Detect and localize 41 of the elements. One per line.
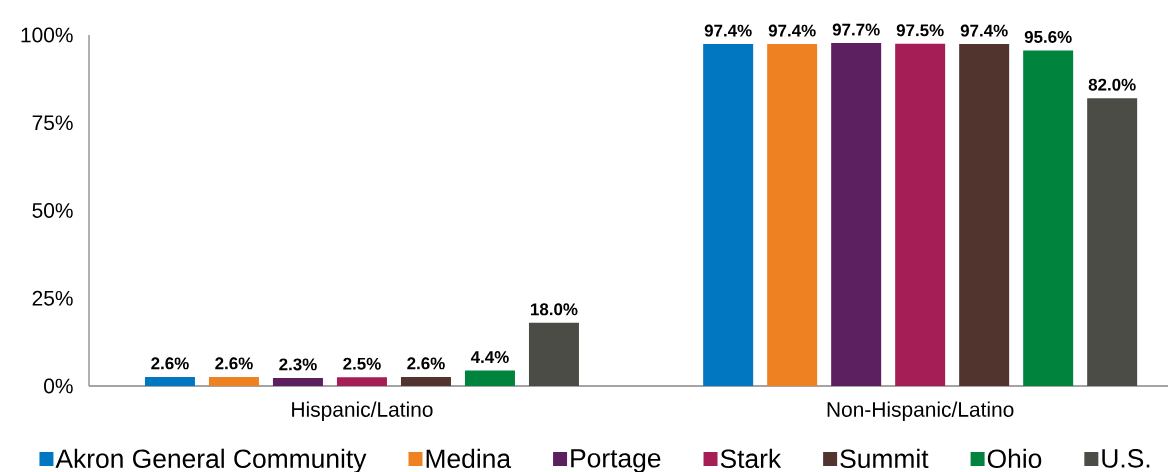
data-label: 82.0% [1088, 78, 1136, 91]
bar [895, 43, 946, 386]
data-label: 97.5% [896, 24, 944, 37]
data-label: 97.4% [704, 24, 752, 37]
bar [959, 44, 1010, 386]
bar [528, 322, 579, 386]
bar [1087, 98, 1138, 386]
legend-label: Summit [840, 448, 929, 469]
data-label: 2.6% [215, 357, 253, 370]
x-tick-label: Hispanic/Latino [292, 401, 433, 422]
bar [400, 376, 451, 386]
legend-label: Portage [571, 449, 661, 472]
y-tick-label: 0% [44, 378, 73, 394]
legend-label: Ohio [987, 448, 1042, 469]
bar [1023, 50, 1074, 386]
data-label: 97.4% [768, 24, 816, 37]
data-label: 2.5% [343, 357, 381, 370]
bar [272, 377, 323, 386]
y-tick-label: 25% [32, 290, 73, 306]
bar [144, 376, 195, 386]
bar [336, 377, 387, 386]
data-label: 97.7% [832, 23, 880, 36]
bar [464, 370, 515, 386]
bar [767, 44, 818, 386]
data-label: 18.0% [531, 303, 578, 316]
legend-label: Stark [720, 448, 782, 469]
legend-label: Medina [426, 448, 512, 469]
legend-label: U.S. [1102, 449, 1150, 468]
data-label: 2.6% [407, 357, 445, 370]
y-tick-label: 50% [32, 203, 73, 218]
y-tick-label: 75% [32, 115, 73, 131]
bar [831, 43, 882, 386]
bar [703, 44, 754, 386]
data-label: 2.6% [151, 357, 189, 370]
x-tick-label: Non-Hispanic/Latino [827, 401, 1014, 422]
data-label: 4.4% [470, 351, 509, 364]
y-tick-label: 100% [21, 27, 73, 43]
data-label: 97.4% [960, 24, 1008, 37]
bar [208, 376, 259, 386]
data-label: 2.3% [279, 358, 317, 371]
data-label: 95.6% [1024, 30, 1072, 43]
